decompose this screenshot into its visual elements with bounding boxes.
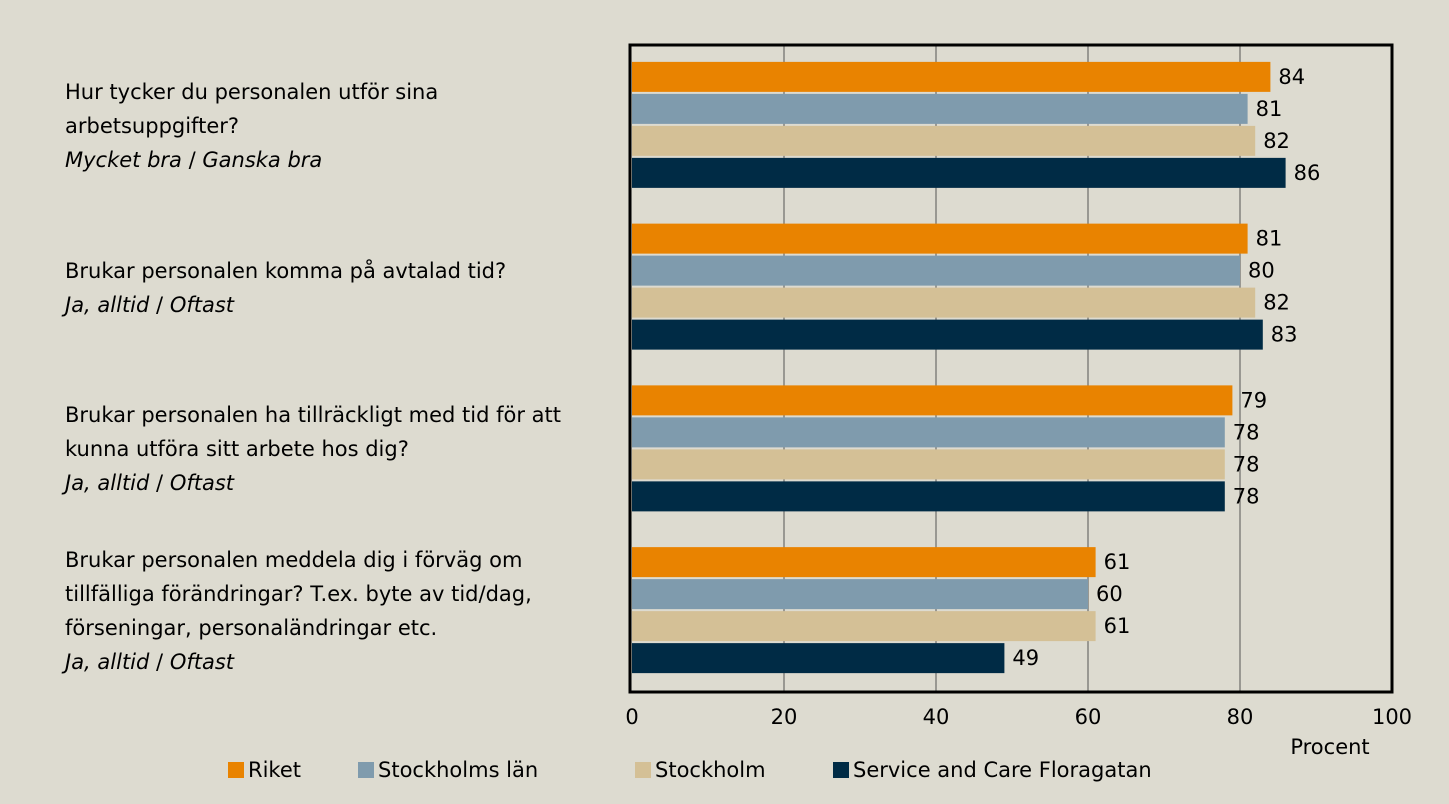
value-label: 78 [1233,420,1260,444]
note-part: Ja, alltid [65,650,150,675]
bar [632,643,1005,674]
bar [632,611,1096,642]
value-label: 81 [1256,227,1283,251]
bar [632,157,1286,188]
note-part: / [156,650,164,675]
legend-swatch [833,762,849,778]
bar [632,93,1248,124]
value-label: 84 [1278,65,1305,89]
category-note: Mycket bra / Ganska bra [65,143,613,177]
category-question: Brukar personalen ha tillräckligt med ti… [65,403,561,462]
category-label: Hur tycker du personalen utför sina arbe… [65,45,613,207]
bar [632,319,1263,350]
category-label: Brukar personalen komma på avtalad tid? J… [65,207,613,369]
x-tick-label: 0 [625,705,638,729]
note-part: / [156,292,164,317]
value-label: 81 [1256,97,1283,121]
legend-swatch [228,762,244,778]
category-label: Brukar personalen ha tillräckligt med ti… [65,369,613,531]
bar [632,481,1225,512]
x-tick-label: 100 [1372,705,1412,729]
category-note: Ja, alltid / Oftast [65,645,613,679]
value-label: 78 [1233,452,1260,476]
value-label: 61 [1104,614,1131,638]
legend-label: Riket [248,758,301,782]
category-question: Hur tycker du personalen utför sina arbe… [65,79,439,138]
category-note: Ja, alltid / Oftast [65,288,613,322]
note-part: Oftast [169,471,235,496]
value-label: 79 [1240,388,1267,412]
category-note: Ja, alltid / Oftast [65,466,613,500]
value-label: 61 [1104,550,1131,574]
x-tick-label: 20 [771,705,798,729]
note-part: / [188,147,196,172]
bar [632,61,1271,92]
note-part: / [156,471,164,496]
bar [632,255,1240,286]
x-tick-label: 80 [1227,705,1254,729]
value-label: 83 [1271,323,1298,347]
note-part: Oftast [169,650,235,675]
value-label: 60 [1096,582,1123,606]
value-label: 82 [1263,291,1290,315]
bar [632,125,1256,156]
bar [632,287,1256,318]
note-part: Oftast [169,292,235,317]
bar [632,579,1088,610]
plot-frame [628,43,1394,694]
bar [632,417,1225,448]
bar [632,547,1096,578]
value-label: 86 [1294,161,1321,185]
category-question: Brukar personalen meddela dig i förväg o… [65,548,532,641]
bar [632,223,1248,254]
x-tick-label: 60 [1075,705,1102,729]
value-label: 80 [1248,259,1275,283]
legend-swatch [358,762,374,778]
value-label: 78 [1233,484,1260,508]
legend-label: Stockholms län [378,758,538,782]
note-part: Ganska bra [202,147,323,172]
note-part: Ja, alltid [65,471,150,496]
note-part: Mycket bra [65,147,182,172]
category-question: Brukar personalen komma på avtalad tid? [65,258,507,283]
legend-label: Stockholm [655,758,766,782]
value-label: 49 [1012,646,1039,670]
bar [632,449,1225,480]
x-tick-label: 40 [923,705,950,729]
x-axis-label: Procent [1290,735,1369,759]
legend-swatch [635,762,651,778]
legend-label: Service and Care Floragatan [853,758,1152,782]
category-label: Brukar personalen meddela dig i förväg o… [65,530,613,692]
note-part: Ja, alltid [65,292,150,317]
value-label: 82 [1263,129,1290,153]
bar [632,385,1233,416]
